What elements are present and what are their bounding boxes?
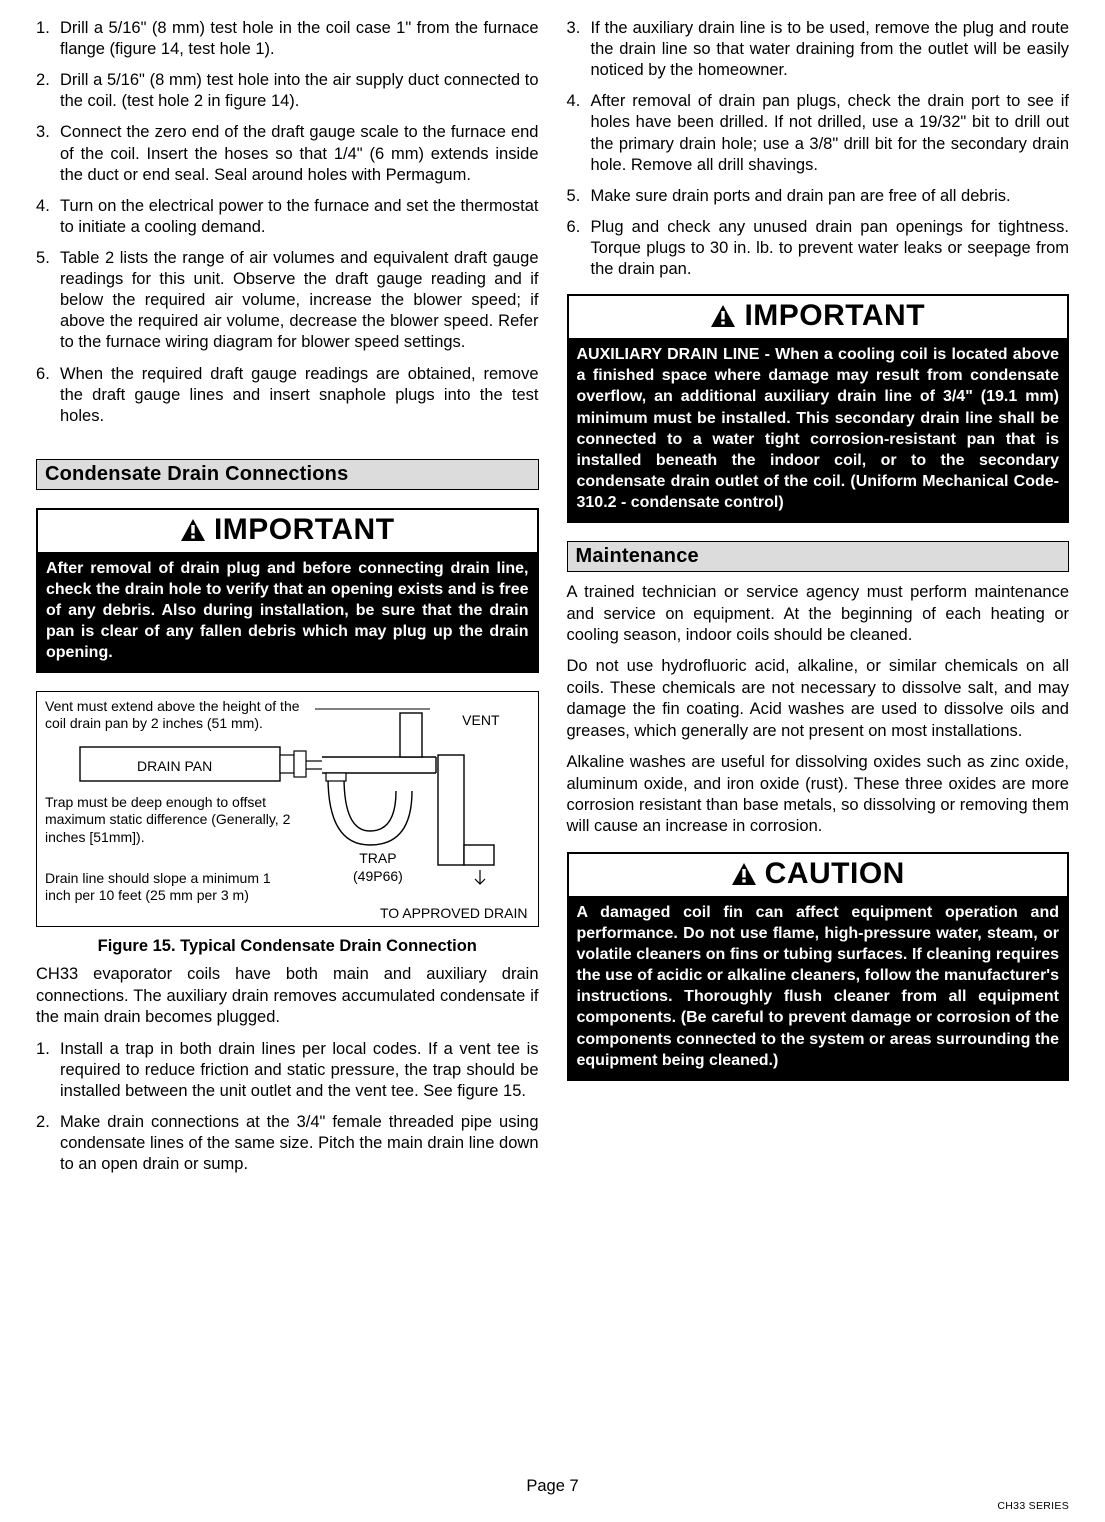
list-item: Drill a 5/16" (8 mm) test hole in the co… xyxy=(36,18,539,60)
series-label: CH33 SERIES xyxy=(997,1500,1069,1512)
list-item: Install a trap in both drain lines per l… xyxy=(36,1039,539,1102)
figure-15-caption: Figure 15. Typical Condensate Drain Conn… xyxy=(36,937,539,956)
list-item: Connect the zero end of the draft gauge … xyxy=(36,122,539,185)
right-column: If the auxiliary drain line is to be use… xyxy=(567,18,1070,1185)
figure-15: Vent must extend above the height of the… xyxy=(36,691,539,927)
callout-body: After removal of drain plug and before c… xyxy=(38,552,537,672)
procedure-list-c: If the auxiliary drain line is to be use… xyxy=(567,18,1070,280)
callout-title-text: IMPORTANT xyxy=(214,513,395,547)
list-item: Turn on the electrical power to the furn… xyxy=(36,196,539,238)
list-item: If the auxiliary drain line is to be use… xyxy=(567,18,1070,81)
section-header-condensate: Condensate Drain Connections xyxy=(36,459,539,490)
left-column: Drill a 5/16" (8 mm) test hole in the co… xyxy=(36,18,539,1185)
warning-icon xyxy=(710,304,736,328)
fig-note: Vent must extend above the height of the… xyxy=(45,698,305,732)
callout-title: IMPORTANT xyxy=(38,510,537,552)
list-item: When the required draft gauge readings a… xyxy=(36,364,539,427)
callout-title: IMPORTANT xyxy=(569,296,1068,338)
paragraph: A trained technician or service agency m… xyxy=(567,582,1070,646)
paragraph: Alkaline washes are useful for dissolvin… xyxy=(567,752,1070,838)
procedure-list-b: Install a trap in both drain lines per l… xyxy=(36,1039,539,1176)
callout-title-text: IMPORTANT xyxy=(744,299,925,333)
caution-callout: CAUTION A damaged coil fin can affect eq… xyxy=(567,852,1070,1081)
two-column-layout: Drill a 5/16" (8 mm) test hole in the co… xyxy=(36,18,1069,1185)
list-item: Plug and check any unused drain pan open… xyxy=(567,217,1070,280)
warning-icon xyxy=(731,862,757,886)
fig-label-trap: TRAP (49P66) xyxy=(353,850,403,885)
callout-title-text: CAUTION xyxy=(765,857,905,891)
list-item: Make drain connections at the 3/4" femal… xyxy=(36,1112,539,1175)
list-item: Table 2 lists the range of air volumes a… xyxy=(36,248,539,354)
paragraph: CH33 evaporator coils have both main and… xyxy=(36,964,539,1028)
fig-label-vent: VENT xyxy=(462,712,499,730)
fig-label-drainpan: DRAIN PAN xyxy=(137,758,212,776)
list-item: Drill a 5/16" (8 mm) test hole into the … xyxy=(36,70,539,112)
important-callout-1: IMPORTANT After removal of drain plug an… xyxy=(36,508,539,674)
fig-note: Trap must be deep enough to offset maxim… xyxy=(45,794,303,845)
callout-title: CAUTION xyxy=(569,854,1068,896)
important-callout-2: IMPORTANT AUXILIARY DRAIN LINE - When a … xyxy=(567,294,1070,523)
fig-label-drain: TO APPROVED DRAIN xyxy=(380,905,528,923)
page-number: Page 7 xyxy=(0,1477,1105,1496)
section-header-maintenance: Maintenance xyxy=(567,541,1070,572)
callout-body: A damaged coil fin can affect equipment … xyxy=(569,896,1068,1079)
list-item: After removal of drain pan plugs, check … xyxy=(567,91,1070,175)
callout-body: AUXILIARY DRAIN LINE - When a cooling co… xyxy=(569,338,1068,521)
paragraph: Do not use hydrofluoric acid, alkaline, … xyxy=(567,656,1070,742)
procedure-list-a: Drill a 5/16" (8 mm) test hole in the co… xyxy=(36,18,539,427)
warning-icon xyxy=(180,518,206,542)
fig-note: Drain line should slope a minimum 1 inch… xyxy=(45,870,293,904)
list-item: Make sure drain ports and drain pan are … xyxy=(567,186,1070,207)
